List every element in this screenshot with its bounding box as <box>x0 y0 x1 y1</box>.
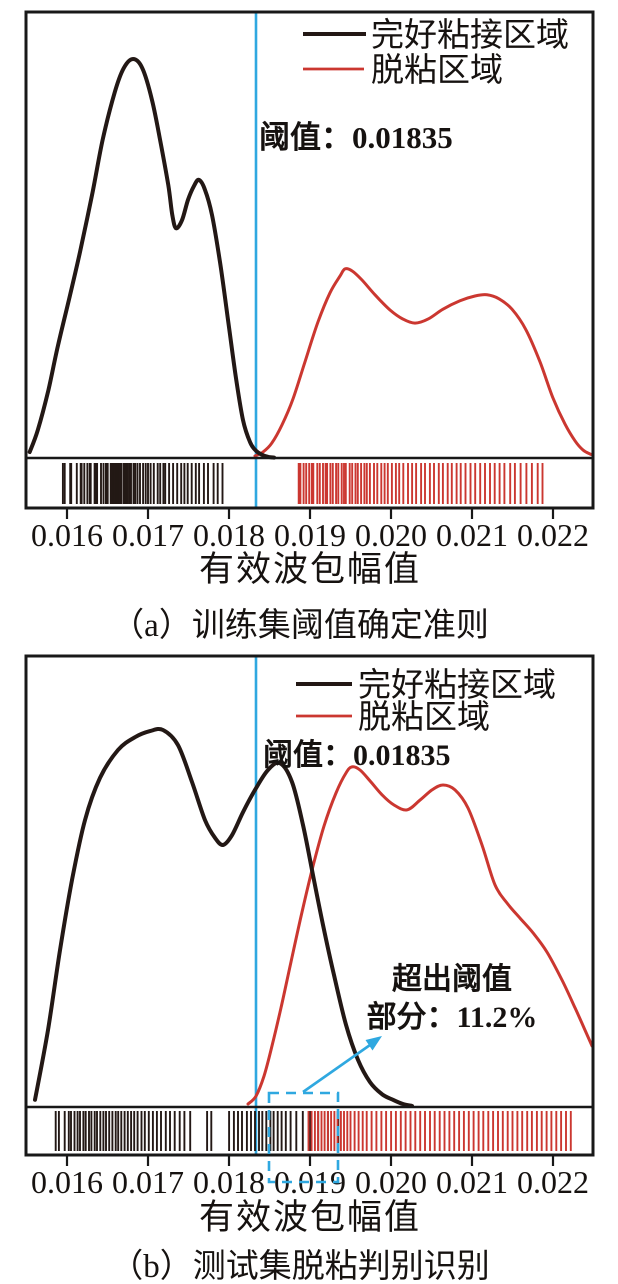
kde-curve-bonded <box>27 56 276 460</box>
annotation-arrow-head-icon <box>365 1036 382 1051</box>
panel-b-plot-box <box>24 654 595 1157</box>
exceed-annotation-line2: 部分：11.2% <box>367 1000 538 1034</box>
kde-curve-debonded <box>253 267 595 458</box>
x-tick-label: 0.022 <box>517 1164 589 1200</box>
x-tick-label: 0.021 <box>436 1164 508 1200</box>
x-tick-label: 0.016 <box>31 517 103 553</box>
annotation-arrow-line <box>302 1043 371 1094</box>
caption-a: （a）训练集阈值确定准则 <box>111 607 489 644</box>
x-tick-label: 0.018 <box>193 517 265 553</box>
legend-label-debonded-b: 脱粘区域 <box>358 699 490 736</box>
x-tick-label: 0.018 <box>193 1164 265 1200</box>
x-tick-label: 0.020 <box>355 517 427 553</box>
threshold-label-a: 阈值：0.01835 <box>259 120 453 155</box>
rug-debonded <box>297 463 544 504</box>
kde-curve-debonded <box>246 765 594 1106</box>
rug-bonded <box>61 463 224 504</box>
x-tick-label: 0.022 <box>517 517 589 553</box>
panel-a: 0.016 0.017 0.018 0.019 0.020 0.021 0.022 完好粘接… <box>24 10 595 644</box>
panel-a-legend: 完好粘接区域 脱粘区域 <box>303 17 569 89</box>
x-tick-label: 0.019 <box>274 517 346 553</box>
exceed-annotation-line1: 超出阈值 <box>392 963 512 996</box>
rug-bonded <box>54 1111 340 1151</box>
exceed-threshold-highlight-box <box>267 1091 340 1184</box>
legend-label-bonded-a: 完好粘接区域 <box>371 17 569 54</box>
panel-b-legend: 完好粘接区域 脱粘区域 <box>296 667 556 736</box>
panel-b: 0.016 0.017 0.018 0.019 0.020 0.021 0.022 完好粘接… <box>24 654 595 1284</box>
x-tick-label: 0.016 <box>31 1164 103 1200</box>
legend-label-bonded-b: 完好粘接区域 <box>358 667 556 704</box>
threshold-label-b: 阈值：0.01835 <box>263 739 451 772</box>
rug-debonded <box>307 1111 572 1151</box>
caption-b: （b）测试集脱粘判别识别 <box>110 1248 490 1284</box>
panel-a-dynamic-layer: 0.016 0.017 0.018 0.019 0.020 0.021 0.022 <box>27 56 595 553</box>
x-axis-title-b: 有效波包幅值 <box>199 1198 421 1237</box>
x-axis-title-a: 有效波包幅值 <box>199 550 421 589</box>
kde-curve-bonded <box>33 727 414 1108</box>
x-tick-label: 0.020 <box>355 1164 427 1200</box>
panel-a-plot-box <box>24 10 595 510</box>
x-tick-label: 0.017 <box>112 517 184 553</box>
panel-b-dynamic-layer: 0.016 0.017 0.018 0.019 0.020 0.021 0.022 <box>31 727 594 1200</box>
x-tick-label: 0.021 <box>436 517 508 553</box>
legend-label-debonded-a: 脱粘区域 <box>371 52 503 89</box>
x-tick-label: 0.017 <box>112 1164 184 1200</box>
